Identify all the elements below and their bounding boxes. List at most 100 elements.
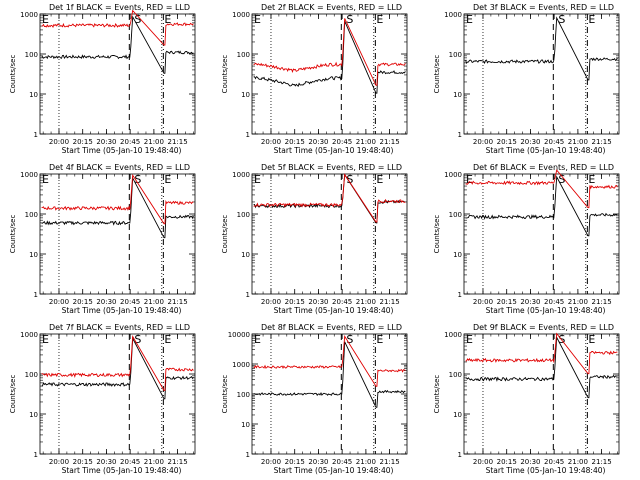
series-lld: [253, 18, 406, 86]
x-tick-label: 20:30: [520, 458, 540, 466]
y-tick-label: 1000: [232, 171, 250, 179]
x-tick-label: 21:00: [568, 458, 588, 466]
series-events: [465, 16, 618, 81]
y-tick-label: 100: [25, 371, 38, 379]
marker-label: E: [42, 333, 49, 346]
marker-label: E: [164, 333, 171, 346]
marker-label: E: [466, 13, 473, 26]
marker-label: E: [588, 173, 595, 186]
panel-7: Det 7f BLACK = Events, RED = LLD 1 10 100 10…: [9, 323, 196, 475]
y-tick-label: 10: [453, 91, 462, 99]
y-axis-label: Counts/sec: [433, 55, 441, 94]
series-lld: [465, 169, 618, 209]
y-tick-label: 10: [241, 421, 250, 429]
x-tick-label: 20:45: [544, 298, 564, 306]
x-tick-label: 21:00: [144, 298, 164, 306]
x-tick-label: 21:15: [168, 298, 188, 306]
y-tick-label: 100: [449, 371, 462, 379]
y-tick-label: 100: [237, 51, 250, 59]
series-events: [253, 341, 406, 408]
x-tick-label: 20:30: [308, 458, 328, 466]
panel-1: Det 1f BLACK = Events, RED = LLD 1 10 100 10…: [9, 3, 196, 155]
x-tick-label: 20:30: [96, 138, 116, 146]
y-tick-label: 10: [241, 251, 250, 259]
panel-2: Det 2f BLACK = Events, RED = LLD 1 10 100 10…: [221, 3, 408, 155]
marker-label: E: [254, 173, 261, 186]
x-tick-label: 20:45: [120, 298, 140, 306]
y-tick-label: 10: [29, 411, 38, 419]
x-tick-label: 20:00: [261, 458, 281, 466]
x-tick-label: 21:15: [380, 138, 400, 146]
marker-label: E: [42, 173, 49, 186]
y-axis-label: Counts/sec: [221, 55, 229, 94]
marker-label: E: [376, 173, 383, 186]
plot-frame: [39, 173, 196, 295]
marker-label: E: [254, 13, 261, 26]
panel-8: Det 8f BLACK = Events, RED = LLD 1 10 100 10…: [221, 323, 408, 475]
x-tick-label: 20:15: [285, 138, 305, 146]
series-lld: [41, 335, 194, 391]
plot-frame: [39, 333, 196, 455]
y-tick-label: 100: [25, 51, 38, 59]
x-tick-label: 21:15: [380, 298, 400, 306]
marker-label: S: [558, 13, 565, 26]
x-tick-label: 20:45: [544, 458, 564, 466]
x-tick-label: 20:15: [73, 298, 93, 306]
x-tick-label: 21:15: [592, 298, 612, 306]
y-axis-label: Counts/sec: [9, 55, 17, 94]
y-tick-label: 100: [237, 211, 250, 219]
x-tick-label: 20:30: [520, 298, 540, 306]
y-tick-label: 10: [453, 251, 462, 259]
x-axis-label: Start Time (05-Jan-10 19:48:40): [62, 466, 182, 475]
plot-frame: [39, 13, 196, 135]
marker-label: S: [346, 333, 353, 346]
marker-label: S: [134, 13, 141, 26]
y-tick-label: 1: [246, 451, 250, 459]
marker-label: E: [42, 13, 49, 26]
x-tick-label: 21:15: [592, 458, 612, 466]
x-tick-label: 21:00: [356, 298, 376, 306]
x-tick-label: 20:30: [308, 298, 328, 306]
series-lld: [41, 9, 194, 46]
series-events: [465, 335, 618, 399]
y-tick-label: 1000: [232, 361, 250, 369]
x-tick-label: 20:15: [73, 458, 93, 466]
y-tick-label: 100: [449, 51, 462, 59]
series-events: [41, 336, 194, 400]
x-axis-label: Start Time (05-Jan-10 19:48:40): [62, 146, 182, 155]
y-axis-label: Counts/sec: [9, 215, 17, 254]
x-tick-label: 20:45: [120, 458, 140, 466]
marker-label: E: [376, 13, 383, 26]
x-tick-label: 21:00: [568, 138, 588, 146]
series-events: [465, 175, 618, 237]
y-axis-label: Counts/sec: [221, 215, 229, 254]
marker-label: S: [346, 173, 353, 186]
y-tick-label: 1: [246, 291, 250, 299]
marker-label: S: [558, 173, 565, 186]
x-tick-label: 20:00: [473, 298, 493, 306]
x-tick-label: 20:00: [473, 138, 493, 146]
marker-label: E: [164, 13, 171, 26]
series-lld: [465, 332, 618, 375]
y-tick-label: 10: [29, 91, 38, 99]
marker-label: E: [376, 333, 383, 346]
panel-title: Det 2f BLACK = Events, RED = LLD: [261, 3, 402, 12]
y-axis-label: Counts/sec: [433, 215, 441, 254]
x-tick-label: 20:15: [73, 138, 93, 146]
y-tick-label: 1000: [20, 11, 38, 19]
x-tick-label: 20:30: [520, 138, 540, 146]
marker-label: E: [254, 333, 261, 346]
plot-frame: [463, 333, 620, 455]
x-tick-label: 20:00: [49, 298, 69, 306]
panel-6: Det 6f BLACK = Events, RED = LLD 1 10 100 10…: [433, 163, 620, 315]
marker-label: S: [134, 173, 141, 186]
plot-frame: [463, 173, 620, 295]
x-tick-label: 20:15: [497, 458, 517, 466]
y-tick-label: 10: [241, 91, 250, 99]
x-tick-label: 20:00: [49, 138, 69, 146]
y-tick-label: 1000: [20, 171, 38, 179]
x-tick-label: 21:15: [168, 458, 188, 466]
x-tick-label: 21:15: [592, 138, 612, 146]
x-tick-label: 20:30: [96, 298, 116, 306]
x-tick-label: 20:45: [544, 138, 564, 146]
